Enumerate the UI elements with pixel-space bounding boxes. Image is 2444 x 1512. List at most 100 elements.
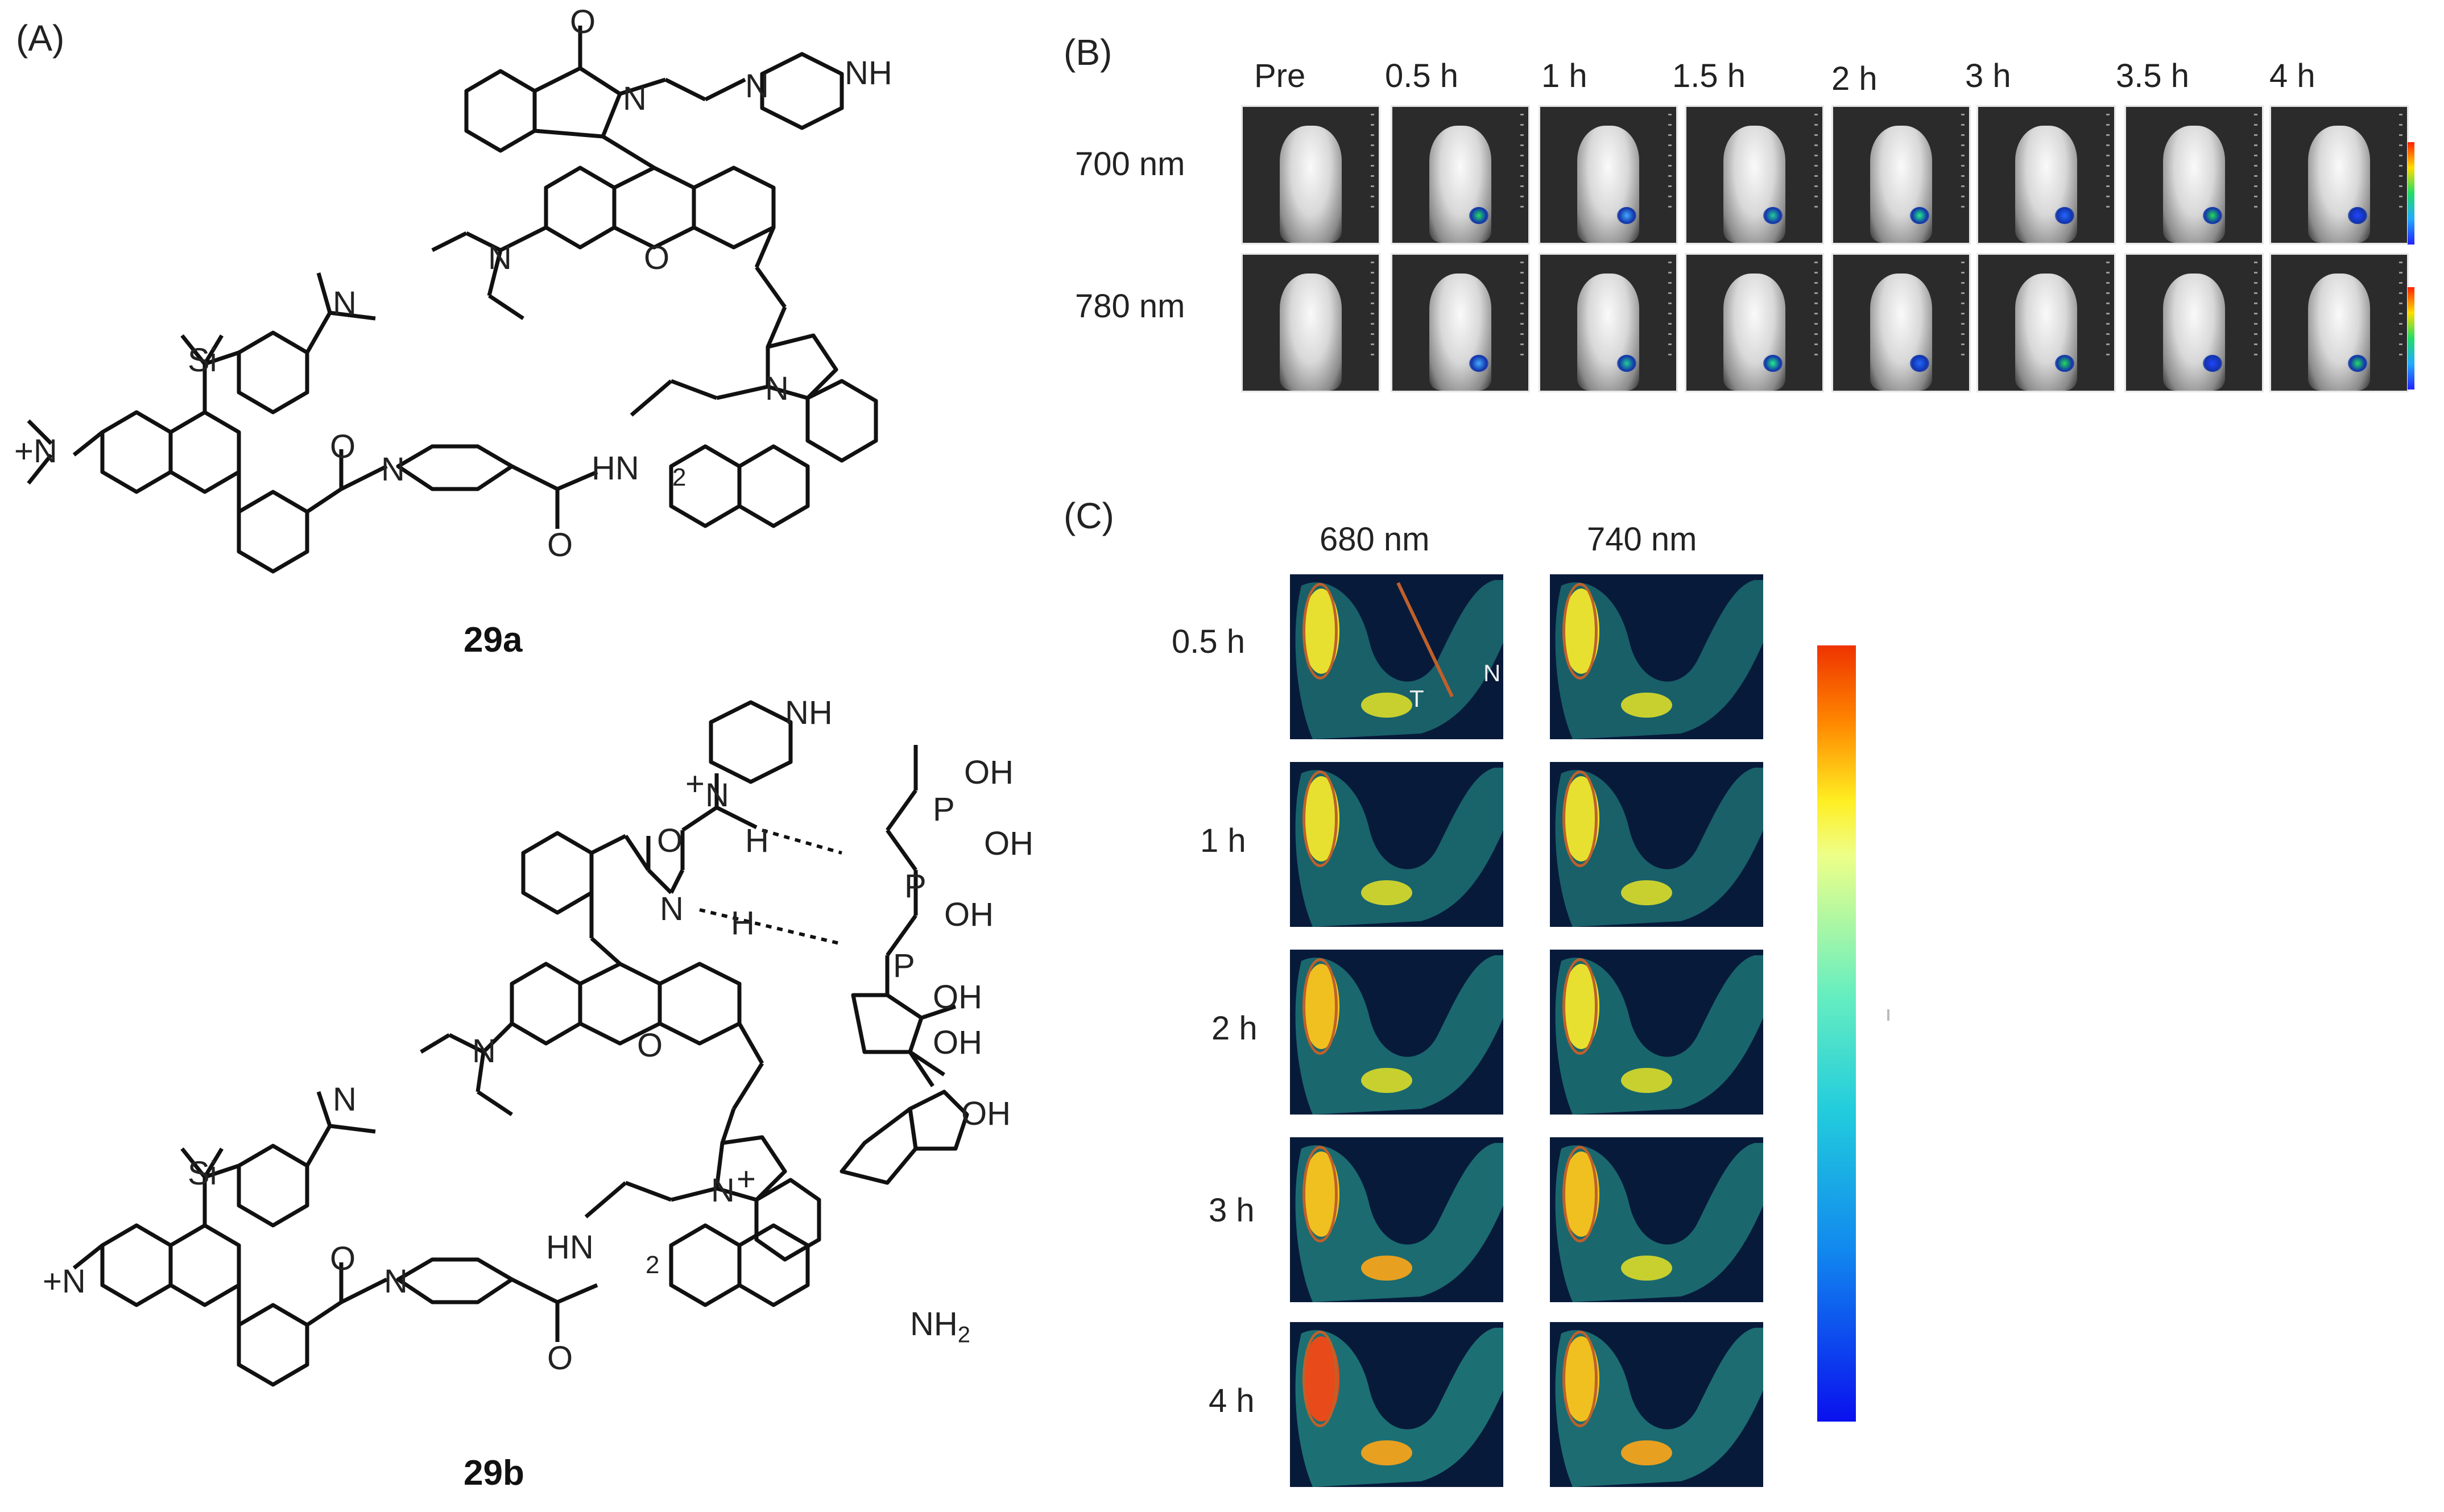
ruler-scale	[1814, 114, 1818, 209]
atom-29b-hn: HN	[546, 1229, 594, 1266]
secondary-signal	[1361, 1256, 1412, 1281]
tumor-roi-ellipse	[1302, 1146, 1338, 1242]
atom-29a-o-xanthene: O	[644, 239, 670, 276]
atom-29b-h-1: H	[745, 822, 769, 859]
row-label-700nm: 700 nm	[1075, 146, 1185, 183]
atom-29a-n-piperazine: N	[745, 68, 769, 105]
ruler-scale	[1371, 114, 1374, 209]
imaging-tile	[1241, 253, 1380, 392]
imaging-tile	[1976, 105, 2116, 245]
imaging-tile	[2269, 253, 2409, 392]
row-label-c-0.5h: 0.5 h	[1172, 623, 1245, 660]
atom-29b-nh2: NH2	[910, 1306, 971, 1348]
row-label-c-3h: 3 h	[1209, 1192, 1255, 1229]
secondary-signal	[1621, 1068, 1672, 1093]
imaging-tile	[2124, 105, 2264, 245]
atom-29b-o-amide: O	[657, 822, 683, 859]
ruler-scale	[2399, 262, 2402, 357]
ruler-scale	[2106, 262, 2110, 357]
fluorescence-spot	[2347, 355, 2367, 372]
atom-29b-si: Si	[188, 1155, 217, 1192]
atom-29b-n-plus-left: +N	[43, 1263, 86, 1300]
imaging-tile	[1685, 105, 1824, 245]
atom-29b-oh-4: OH	[933, 979, 982, 1016]
row-label-c-4h: 4 h	[1209, 1382, 1255, 1419]
row-label-c-2h: 2 h	[1211, 1010, 1258, 1047]
atom-29b-p-3: P	[893, 947, 915, 984]
annotation-t: T	[1409, 685, 1424, 712]
fluorescence-spot	[1616, 207, 1636, 225]
fluorescence-spot	[2347, 207, 2367, 225]
col-label-740nm: 740 nm	[1587, 521, 1697, 558]
imaging-tile	[1391, 253, 1530, 392]
panel-c-label: (C)	[1064, 495, 1114, 536]
atom-29a-n-diethyl: N	[488, 239, 512, 276]
mouse-silhouette	[1870, 274, 1933, 391]
fluorescence-spot	[1909, 207, 1929, 225]
atom-29b-p-1: P	[933, 791, 955, 828]
mouse-silhouette	[2015, 274, 2078, 391]
row-label-c-1h: 1 h	[1200, 822, 1246, 859]
atom-29a-n-indole: N	[765, 370, 789, 407]
time-label-1.5h: 1.5 h	[1672, 57, 1746, 94]
imaging-tile	[2124, 253, 2264, 392]
tissue-signal	[1555, 768, 1763, 927]
tumor-roi-ellipse	[1302, 1331, 1338, 1427]
imaging-tile	[1539, 253, 1678, 392]
atom-29b-sub2: 2	[646, 1251, 660, 1279]
fluorescence-spot	[1763, 355, 1783, 372]
ruler-scale	[1668, 262, 1672, 357]
structure-29a	[27, 26, 878, 574]
tissue-signal	[1555, 1328, 1763, 1487]
imaging-tile	[1539, 105, 1678, 245]
secondary-signal	[1621, 1440, 1672, 1465]
secondary-signal	[1361, 1068, 1412, 1093]
time-label-0.5h: 0.5 h	[1385, 57, 1458, 94]
tumor-roi-ellipse	[1562, 1331, 1598, 1427]
atom-29a-o-top: O	[570, 3, 596, 40]
ruler-scale	[2254, 114, 2257, 209]
ruler-scale	[1520, 114, 1524, 209]
atom-29b-oh-5: OH	[933, 1024, 982, 1061]
mouse-silhouette	[1577, 126, 1640, 243]
atom-29b-o-xanthene: O	[637, 1027, 663, 1064]
mouse-silhouette	[2162, 126, 2226, 243]
mouse-silhouette	[2307, 126, 2371, 243]
atom-29a-n-piperidine: N	[381, 451, 405, 488]
ruler-scale	[2254, 262, 2257, 357]
mouse-silhouette	[2162, 274, 2226, 391]
tissue-signal	[1555, 580, 1763, 739]
atom-29a-hn: HN	[592, 450, 639, 487]
atom-29b-o-amide-1: O	[330, 1240, 356, 1277]
tissue-signal	[1555, 1143, 1763, 1302]
tumor-roi-ellipse	[1302, 583, 1338, 680]
fluorescence-spot	[1909, 355, 1929, 372]
atom-29a-n-dimethyl: N	[333, 285, 357, 322]
mouse-silhouette	[2015, 126, 2078, 243]
tissue-signal	[1295, 1328, 1503, 1487]
ruler-scale	[1814, 262, 1818, 357]
tumor-roi-ellipse	[1562, 583, 1598, 680]
tissue-signal	[1295, 580, 1503, 739]
tumor-roi-ellipse	[1562, 1146, 1598, 1242]
mouse-silhouette	[1429, 274, 1492, 391]
tumor-roi-ellipse	[1302, 771, 1338, 867]
imaging-tile	[1685, 253, 1824, 392]
secondary-signal	[1621, 693, 1672, 718]
imaging-tile	[1831, 253, 1971, 392]
divider-line	[1396, 582, 1454, 698]
atom-29b-n-diethyl: N	[472, 1033, 496, 1070]
fluorescence-spot	[1763, 207, 1783, 225]
atom-29b-plus-top: +	[685, 765, 705, 802]
time-label-pre: Pre	[1254, 57, 1306, 94]
atom-29b-n-piperidine: N	[384, 1263, 408, 1300]
tissue-signal	[1295, 768, 1503, 927]
secondary-signal	[1361, 880, 1412, 905]
atom-29b-nh: NH	[785, 694, 833, 731]
secondary-signal	[1361, 1440, 1412, 1465]
ruler-scale	[1668, 114, 1672, 209]
imaging-tile	[1241, 105, 1380, 245]
atom-29b-n-amide: N	[660, 890, 684, 927]
atom-29b-o-amide-2: O	[547, 1340, 573, 1377]
secondary-signal	[1621, 880, 1672, 905]
